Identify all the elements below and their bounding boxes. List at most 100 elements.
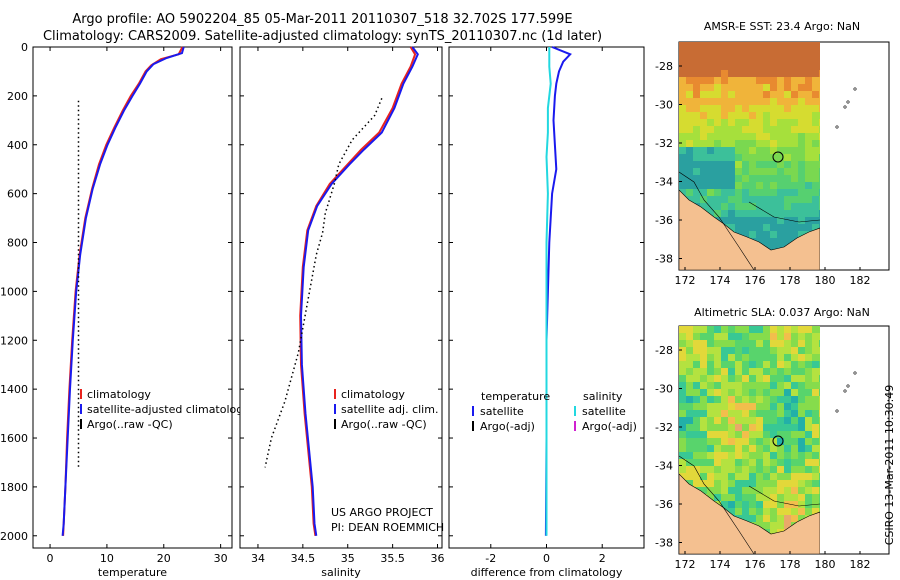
map-cell (721, 126, 729, 134)
map-cell (770, 91, 778, 99)
map-cell (784, 210, 792, 218)
map-cell (735, 77, 743, 85)
map-cell (749, 389, 757, 397)
map-cell (763, 56, 771, 64)
map-cell (679, 133, 687, 141)
map-cell (707, 189, 715, 197)
map-cell (721, 361, 729, 369)
y-tick-label: 2000 (0, 530, 28, 543)
map-cell (735, 126, 743, 134)
map-cell (686, 382, 694, 390)
island-marker (853, 87, 857, 91)
sst-map: AMSR-E SST: 23.4 Argo: NaN 172 174 176 178 1… (655, 20, 890, 287)
x-tick-label: 34.5 (291, 552, 316, 565)
map-cell (777, 410, 785, 418)
map-cell (686, 49, 694, 57)
map-cell (777, 424, 785, 432)
map-cell (784, 119, 792, 127)
map-cell (742, 224, 750, 232)
map-cell (707, 473, 715, 481)
map-cell (791, 487, 799, 495)
map-cell (770, 161, 778, 169)
map-cell (693, 361, 701, 369)
legend-entry: climatology (341, 388, 405, 401)
map-cell (693, 368, 701, 376)
map-cell (784, 466, 792, 474)
map-cell (784, 424, 792, 432)
map-cell (784, 203, 792, 211)
map-cell (679, 354, 687, 362)
map-cell (812, 210, 820, 218)
map-cell (763, 105, 771, 113)
map-cell (784, 231, 792, 239)
x-tick-label: 10 (100, 552, 114, 565)
map-cell (721, 217, 729, 225)
map-cell (707, 154, 715, 162)
map-cell (819, 182, 820, 190)
bathymetry-contour (679, 455, 755, 554)
map-cell (735, 161, 743, 169)
map-cell (798, 326, 806, 334)
map-cell (728, 196, 736, 204)
map-cell (714, 56, 722, 64)
map-cell (756, 231, 764, 239)
map-cell (749, 417, 757, 425)
map-cell (714, 438, 722, 446)
map-cell (819, 126, 820, 134)
map-cell (805, 175, 813, 183)
map-cell (749, 347, 757, 355)
bathymetry-contour (748, 201, 820, 223)
map-cell (756, 340, 764, 348)
map-cell (777, 480, 785, 488)
map-cell (735, 480, 743, 488)
map-cell (707, 210, 715, 218)
map-cell (714, 119, 722, 127)
map-y-tick-label: -36 (655, 214, 673, 227)
map-cell (798, 515, 806, 523)
map-cell (714, 368, 722, 376)
map-cell (707, 126, 715, 134)
map-cell (791, 410, 799, 418)
map-cell (742, 487, 750, 495)
map-cell (721, 105, 729, 113)
map-cell (707, 361, 715, 369)
map-cell (714, 375, 722, 383)
map-cell (812, 354, 820, 362)
map-cell (812, 98, 820, 106)
map-cell (686, 333, 694, 341)
x-axis-label: salinity (321, 566, 361, 579)
map-cell (791, 326, 799, 334)
map-cell (686, 452, 694, 460)
map-cell (700, 473, 708, 481)
map-cell (805, 431, 813, 439)
map-cell (770, 347, 778, 355)
map-cell (700, 84, 708, 92)
map-x-tick-label: 178 (780, 274, 801, 287)
map-cell (819, 70, 820, 78)
map-cell (728, 168, 736, 176)
map-cell (819, 49, 820, 57)
map-cell (756, 203, 764, 211)
map-cell (777, 238, 785, 246)
map-cell (749, 84, 757, 92)
map-y-tick-label: -38 (655, 253, 673, 266)
map-cell (742, 396, 750, 404)
map-cell (707, 182, 715, 190)
map-cell (749, 466, 757, 474)
map-cell (770, 431, 778, 439)
map-cell (735, 168, 743, 176)
map-cell (735, 368, 743, 376)
map-cell (777, 154, 785, 162)
map-cell (693, 347, 701, 355)
map-cell (791, 508, 799, 516)
map-cell (770, 217, 778, 225)
map-cell (763, 452, 771, 460)
map-cell (721, 438, 729, 446)
map-cell (700, 382, 708, 390)
map-cell (784, 63, 792, 71)
map-cell (735, 424, 743, 432)
map-cell (679, 340, 687, 348)
map-cell (777, 522, 785, 530)
map-cell (700, 77, 708, 85)
map-cell (742, 508, 750, 516)
